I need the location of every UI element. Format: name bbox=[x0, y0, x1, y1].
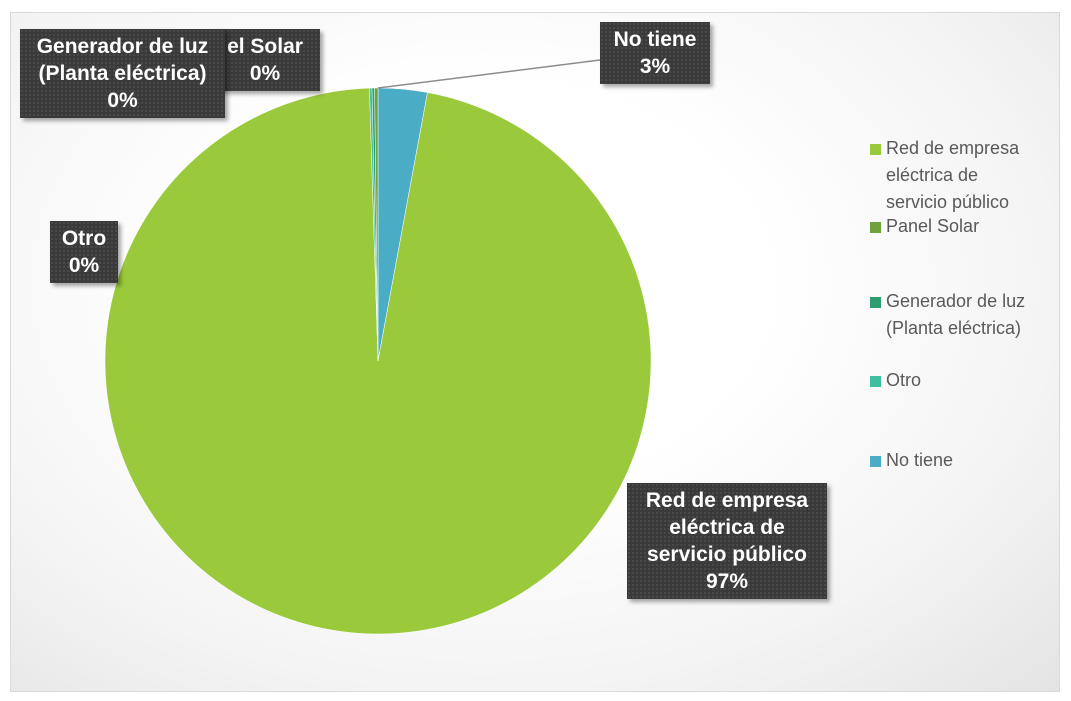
legend-swatch-generador bbox=[870, 297, 881, 308]
data-label-panel-line1: el Solar bbox=[227, 35, 303, 58]
legend-red-line1: Red de empresa bbox=[886, 138, 1020, 158]
pie-slices bbox=[104, 87, 652, 635]
pie-slice-red-de-empresa-el-ctrica-de-servicio-p-blico bbox=[104, 87, 652, 635]
data-label-otro-line1: Otro bbox=[61, 227, 107, 250]
data-label-red-line2: eléctrica de bbox=[669, 516, 785, 539]
legend-red-line3: servicio público bbox=[886, 192, 1010, 212]
legend-generador-line1: Generador de luz bbox=[886, 291, 1026, 311]
data-label-panel-value: 0% bbox=[249, 62, 281, 85]
data-label-red: Red de empresa eléctrica de servicio púb… bbox=[627, 483, 827, 599]
data-label-red-value: 97% bbox=[705, 570, 749, 593]
legend-generador-line2: (Planta eléctrica) bbox=[886, 318, 1022, 338]
data-label-panel-solar: el Solar 0% bbox=[210, 29, 320, 91]
data-label-generador-line1: Generador de luz bbox=[36, 35, 209, 58]
legend-text-otro: Otro bbox=[886, 370, 922, 390]
data-label-red-line3: servicio público bbox=[647, 543, 807, 566]
data-label-no-tiene-line1: No tiene bbox=[613, 28, 697, 51]
legend-text-red: Red de empresa eléctrica de servicio púb… bbox=[886, 135, 1056, 216]
legend-text-generador: Generador de luz (Planta eléctrica) bbox=[886, 288, 1056, 342]
data-label-red-line1: Red de empresa bbox=[645, 489, 809, 512]
data-label-otro-value: 0% bbox=[68, 254, 100, 277]
legend-swatch-no-tiene bbox=[870, 456, 881, 467]
legend-swatch-red bbox=[870, 144, 881, 155]
legend-text-panel-solar: Panel Solar bbox=[886, 216, 980, 236]
legend-text-no-tiene: No tiene bbox=[886, 450, 954, 470]
data-label-generador: Generador de luz (Planta eléctrica) 0% bbox=[20, 29, 225, 118]
data-label-no-tiene-value: 3% bbox=[639, 55, 671, 78]
data-label-generador-line2: (Planta eléctrica) bbox=[38, 62, 207, 85]
legend-swatch-otro bbox=[870, 376, 881, 387]
data-label-generador-value: 0% bbox=[107, 89, 138, 112]
data-label-otro: Otro 0% bbox=[50, 221, 118, 283]
legend-swatch-panel-solar bbox=[870, 222, 881, 233]
pie-slice-panel-solar bbox=[374, 87, 379, 362]
leader-line-no-tiene bbox=[377, 59, 601, 89]
data-label-no-tiene: No tiene 3% bbox=[600, 22, 710, 84]
legend-red-line2: eléctrica de bbox=[886, 165, 979, 185]
